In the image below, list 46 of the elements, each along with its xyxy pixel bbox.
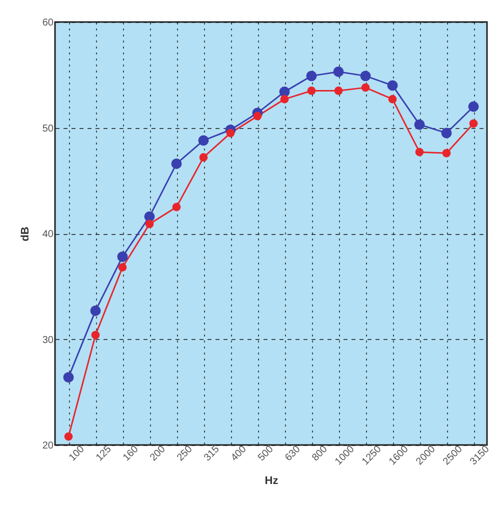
point xyxy=(307,86,316,95)
point xyxy=(361,83,370,92)
x-tick-label: 100 xyxy=(67,444,88,464)
x-tick-label: 125 xyxy=(94,444,114,464)
point xyxy=(171,158,182,169)
point xyxy=(253,112,262,120)
point xyxy=(118,263,127,272)
point xyxy=(306,70,317,82)
point xyxy=(199,153,208,162)
y-axis-title: dB xyxy=(19,226,32,242)
x-tick-label: 250 xyxy=(175,444,196,464)
point xyxy=(226,128,235,138)
point xyxy=(442,148,451,158)
point xyxy=(91,330,100,340)
point xyxy=(90,305,101,316)
point xyxy=(387,80,398,91)
point xyxy=(63,372,74,383)
point xyxy=(414,119,425,130)
point xyxy=(279,86,290,98)
point xyxy=(388,95,397,104)
y-tick-label: 20 xyxy=(42,440,54,452)
x-tick-label: 500 xyxy=(256,444,276,464)
x-tick-label: 315 xyxy=(202,444,222,464)
point xyxy=(415,148,424,156)
y-tick-label: 30 xyxy=(42,334,54,346)
point xyxy=(334,86,343,95)
point xyxy=(468,101,479,112)
y-tick-label: 40 xyxy=(42,229,54,240)
point xyxy=(198,135,209,146)
point xyxy=(360,70,371,82)
y-tick-label: 50 xyxy=(42,123,54,134)
point xyxy=(280,95,289,104)
point xyxy=(469,119,478,128)
point xyxy=(333,66,344,77)
x-tick-label: 800 xyxy=(310,444,330,464)
point xyxy=(172,202,181,212)
point xyxy=(145,220,154,228)
x-tick-label: 630 xyxy=(283,444,304,464)
y-tick-label: 60 xyxy=(42,18,54,28)
x-tick-label: 400 xyxy=(229,444,250,464)
point xyxy=(441,128,452,138)
x-tick-label: 200 xyxy=(148,444,168,464)
point xyxy=(64,432,73,441)
x-tick-label: 160 xyxy=(121,444,142,464)
point xyxy=(117,252,128,262)
x-axis-title: Hz xyxy=(264,474,279,487)
